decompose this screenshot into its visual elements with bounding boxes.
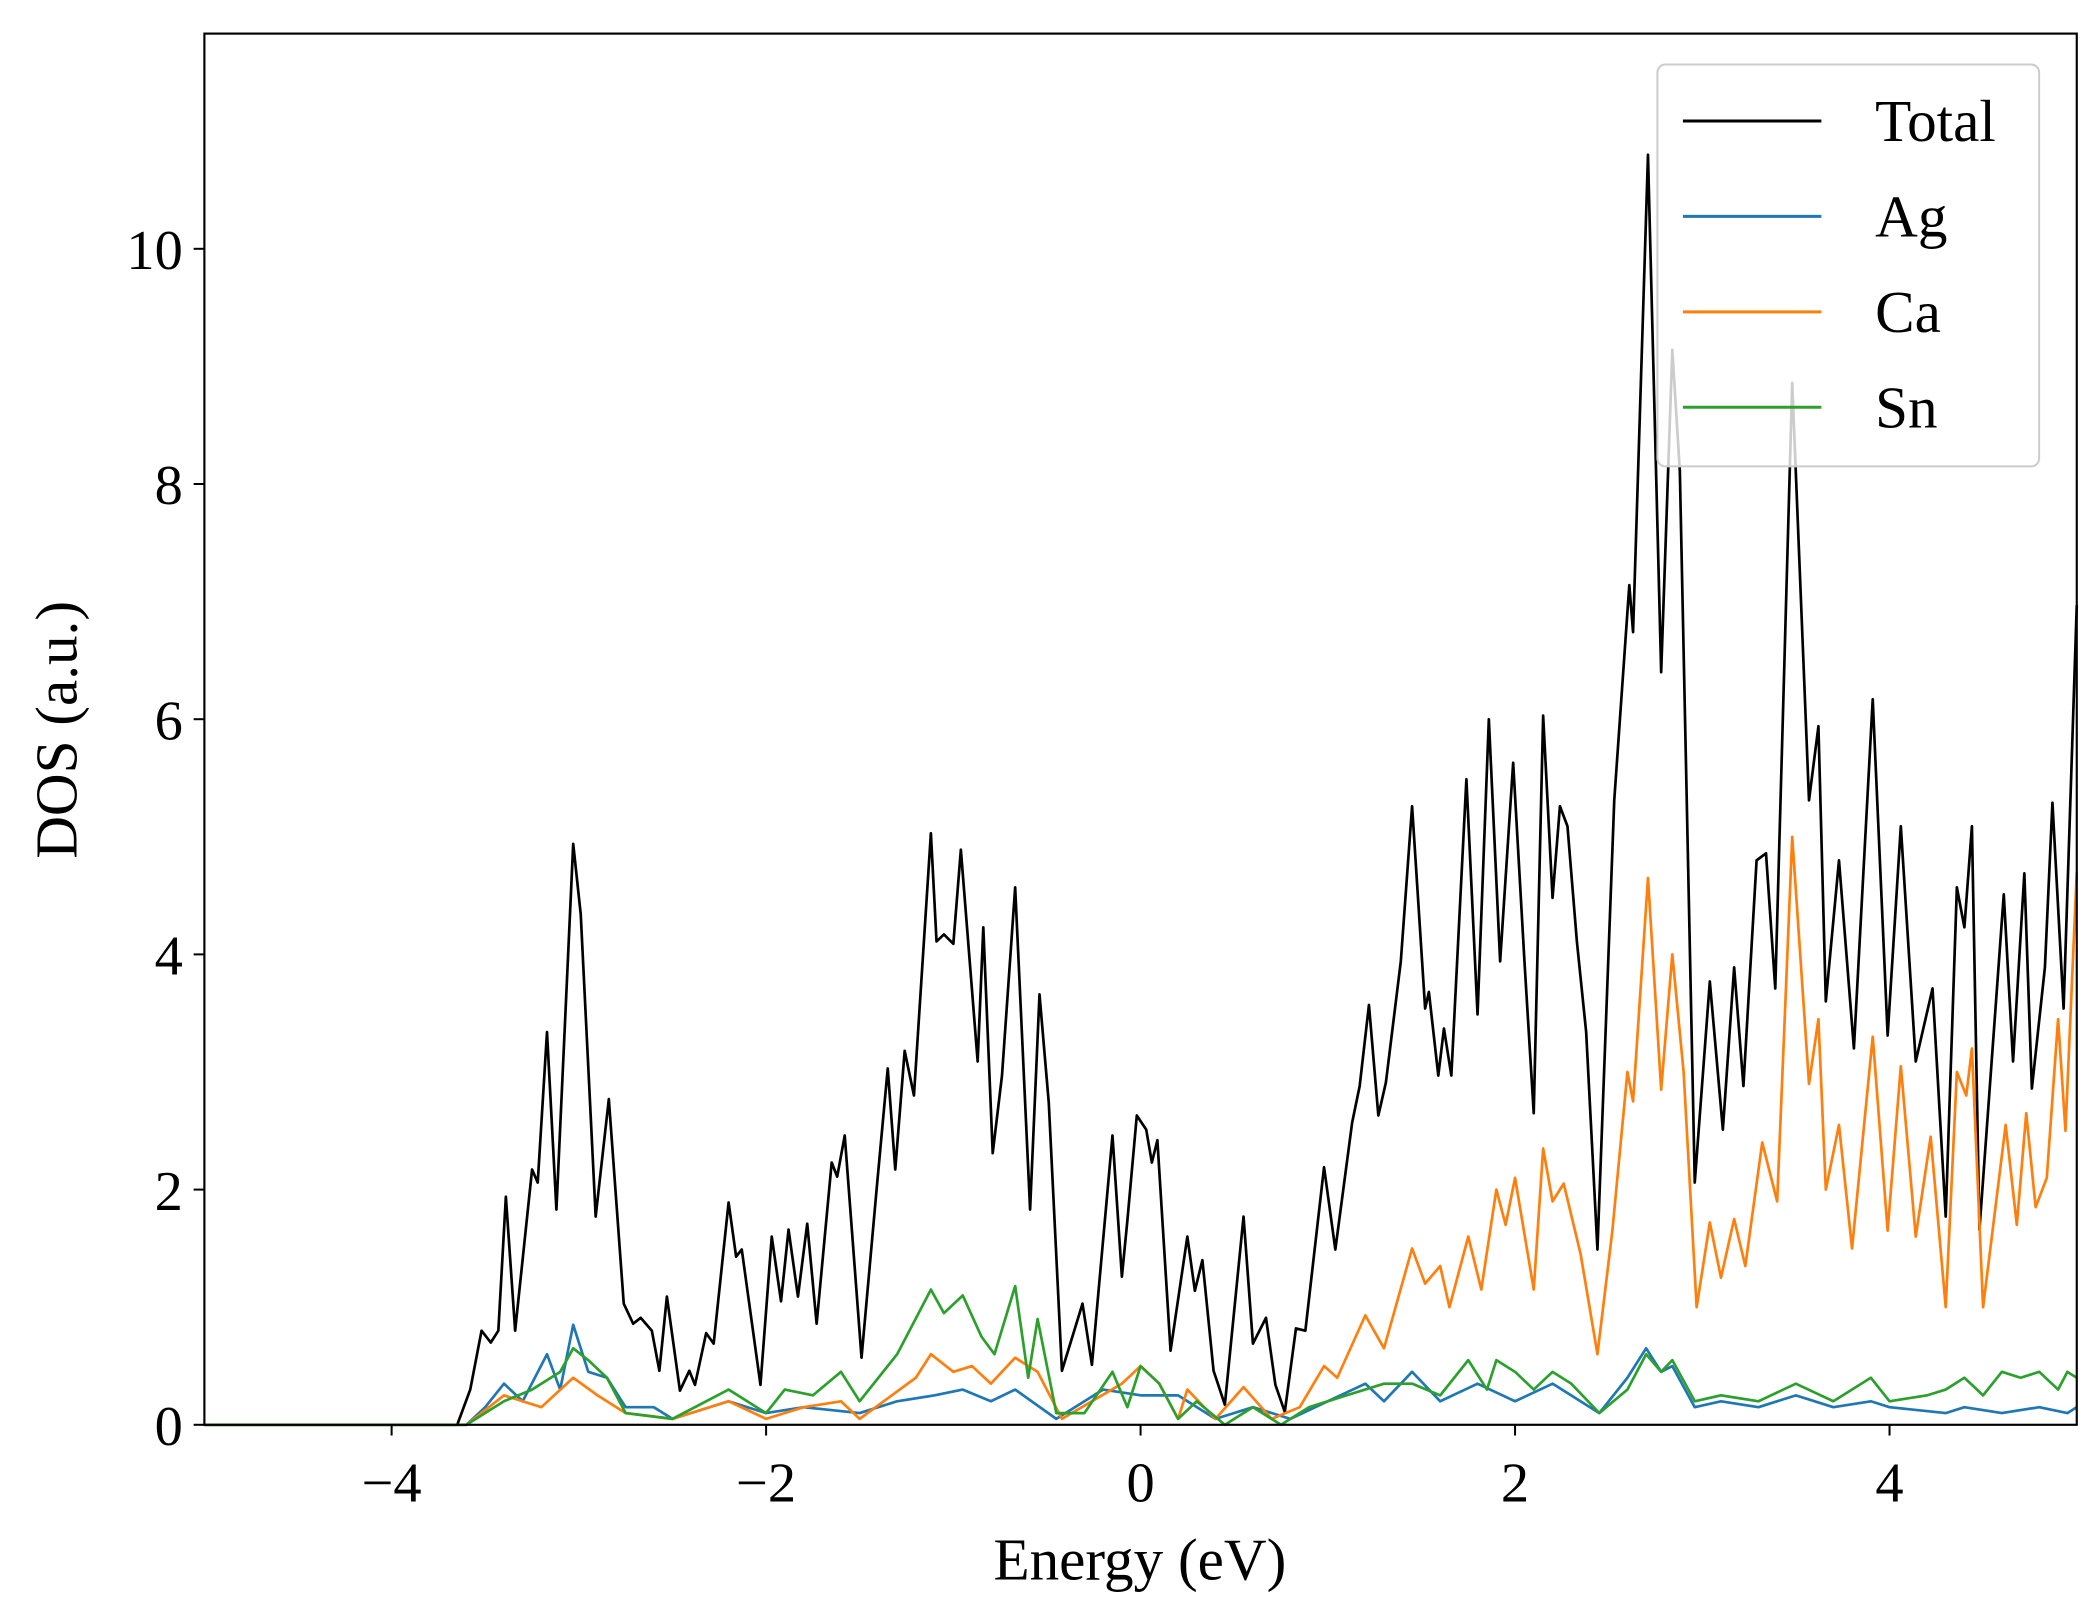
legend-label-ca: Ca <box>1875 279 1941 345</box>
legend-label-ag: Ag <box>1875 184 1947 250</box>
x-tick-label: 0 <box>1126 1452 1154 1514</box>
x-axis-label: Energy (eV) <box>994 1526 1287 1592</box>
series-line-sn <box>204 1284 2078 1427</box>
y-tick-label: 10 <box>126 220 182 282</box>
series-line-ca <box>204 835 2079 1427</box>
x-axis: −4 −2 0 2 4 <box>362 1424 1904 1514</box>
y-axis-label: DOS (a.u.) <box>24 601 90 859</box>
y-axis: 0 2 4 6 8 10 <box>126 220 205 1458</box>
y-tick-label: 4 <box>155 926 183 988</box>
y-tick-label: 2 <box>155 1161 183 1223</box>
x-tick-label: 4 <box>1875 1452 1903 1514</box>
x-tick-label: −2 <box>736 1452 796 1514</box>
legend: Total Ag Ca Sn <box>1656 63 2041 468</box>
legend-frame <box>1656 63 2041 468</box>
legend-label-total: Total <box>1875 88 1996 154</box>
x-tick-label: 2 <box>1501 1452 1529 1514</box>
y-tick-label: 0 <box>155 1396 183 1458</box>
x-tick-label: −4 <box>362 1452 422 1514</box>
y-tick-label: 6 <box>155 690 183 752</box>
legend-label-sn: Sn <box>1875 374 1937 440</box>
series-line-total <box>204 153 2079 1427</box>
y-tick-label: 8 <box>155 455 183 517</box>
series-layer <box>204 153 2079 1427</box>
